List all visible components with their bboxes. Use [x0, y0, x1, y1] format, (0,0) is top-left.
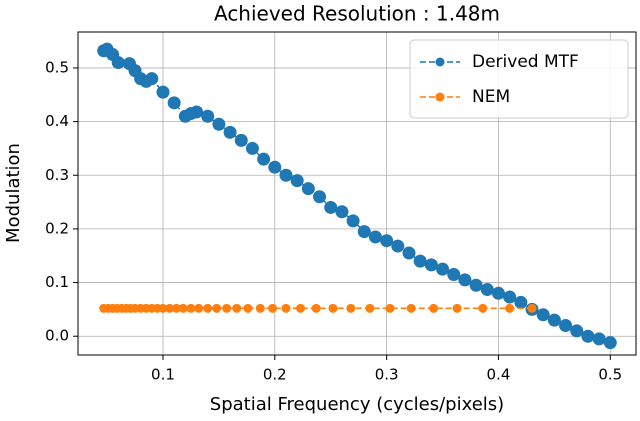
y-tick-label: 0.5 — [45, 58, 69, 76]
data-point — [301, 182, 315, 196]
data-point — [186, 303, 196, 313]
data-point — [447, 268, 461, 282]
data-point — [165, 303, 175, 313]
data-point — [212, 303, 222, 313]
y-axis-label: Modulation — [3, 143, 24, 243]
data-point — [171, 303, 181, 313]
data-point — [391, 239, 405, 253]
data-point — [429, 303, 439, 313]
data-point — [480, 283, 494, 297]
data-point — [222, 303, 232, 313]
data-point — [268, 160, 282, 174]
data-point — [592, 332, 606, 346]
legend-label: Derived MTF — [472, 52, 579, 72]
data-point — [257, 152, 271, 166]
y-tick-label: 0.2 — [45, 219, 69, 237]
x-tick-label: 0.4 — [487, 366, 511, 384]
data-point — [223, 125, 237, 139]
legend-marker — [435, 57, 445, 67]
data-point — [357, 225, 371, 239]
data-point — [268, 303, 278, 313]
data-point — [296, 303, 306, 313]
data-point — [547, 313, 561, 327]
chart-title: Achieved Resolution : 1.48m — [214, 2, 500, 26]
data-point — [212, 117, 226, 131]
data-point — [324, 200, 338, 214]
data-point — [570, 324, 584, 338]
data-point — [245, 141, 259, 155]
data-point — [402, 246, 416, 260]
data-point — [424, 258, 438, 272]
y-tick-label: 0.0 — [45, 327, 69, 345]
data-point — [536, 308, 550, 322]
data-point — [194, 303, 204, 313]
data-point — [346, 303, 356, 313]
data-point — [385, 303, 395, 313]
x-tick-label: 0.2 — [263, 366, 287, 384]
data-point — [145, 72, 159, 86]
data-point — [234, 133, 248, 147]
data-point — [365, 303, 375, 313]
data-point — [156, 85, 170, 99]
data-point — [190, 105, 204, 119]
legend-box — [409, 39, 629, 119]
data-point — [255, 303, 265, 313]
x-axis-label: Spatial Frequency (cycles/pixels) — [210, 394, 504, 415]
data-point — [279, 168, 293, 182]
x-tick-label: 0.3 — [375, 366, 399, 384]
data-point — [478, 303, 488, 313]
plot-frame — [77, 31, 637, 356]
data-point — [527, 303, 537, 313]
data-point — [581, 329, 595, 343]
data-point — [281, 303, 291, 313]
y-tick-label: 0.1 — [45, 273, 69, 291]
data-point — [290, 174, 304, 188]
data-point — [413, 254, 427, 268]
data-point — [559, 318, 573, 332]
data-point — [201, 109, 215, 123]
data-point — [346, 214, 360, 228]
data-point — [505, 303, 515, 313]
data-point — [232, 303, 242, 313]
y-tick-label: 0.3 — [45, 166, 69, 184]
data-point — [491, 286, 505, 300]
data-point — [167, 96, 181, 110]
data-point — [458, 273, 472, 287]
data-point — [368, 230, 382, 244]
data-point — [436, 262, 450, 276]
data-point — [311, 303, 321, 313]
data-point — [328, 303, 338, 313]
y-tick-label: 0.4 — [45, 112, 69, 130]
data-point — [111, 56, 125, 70]
data-point — [335, 205, 349, 219]
data-point — [158, 303, 168, 313]
data-point — [243, 303, 253, 313]
legend-marker — [435, 92, 445, 102]
data-point — [452, 303, 462, 313]
legend-label: NEM — [472, 87, 510, 107]
data-point — [469, 278, 483, 292]
data-point — [178, 303, 188, 313]
data-point — [406, 303, 416, 313]
legend: Derived MTF NEM — [409, 39, 629, 119]
x-tick-label: 0.1 — [151, 366, 175, 384]
data-point — [603, 336, 617, 350]
data-point — [514, 295, 528, 309]
data-point — [313, 190, 327, 204]
x-tick-label: 0.5 — [598, 366, 622, 384]
data-point — [503, 290, 517, 304]
data-point — [380, 234, 394, 248]
data-point — [203, 303, 213, 313]
